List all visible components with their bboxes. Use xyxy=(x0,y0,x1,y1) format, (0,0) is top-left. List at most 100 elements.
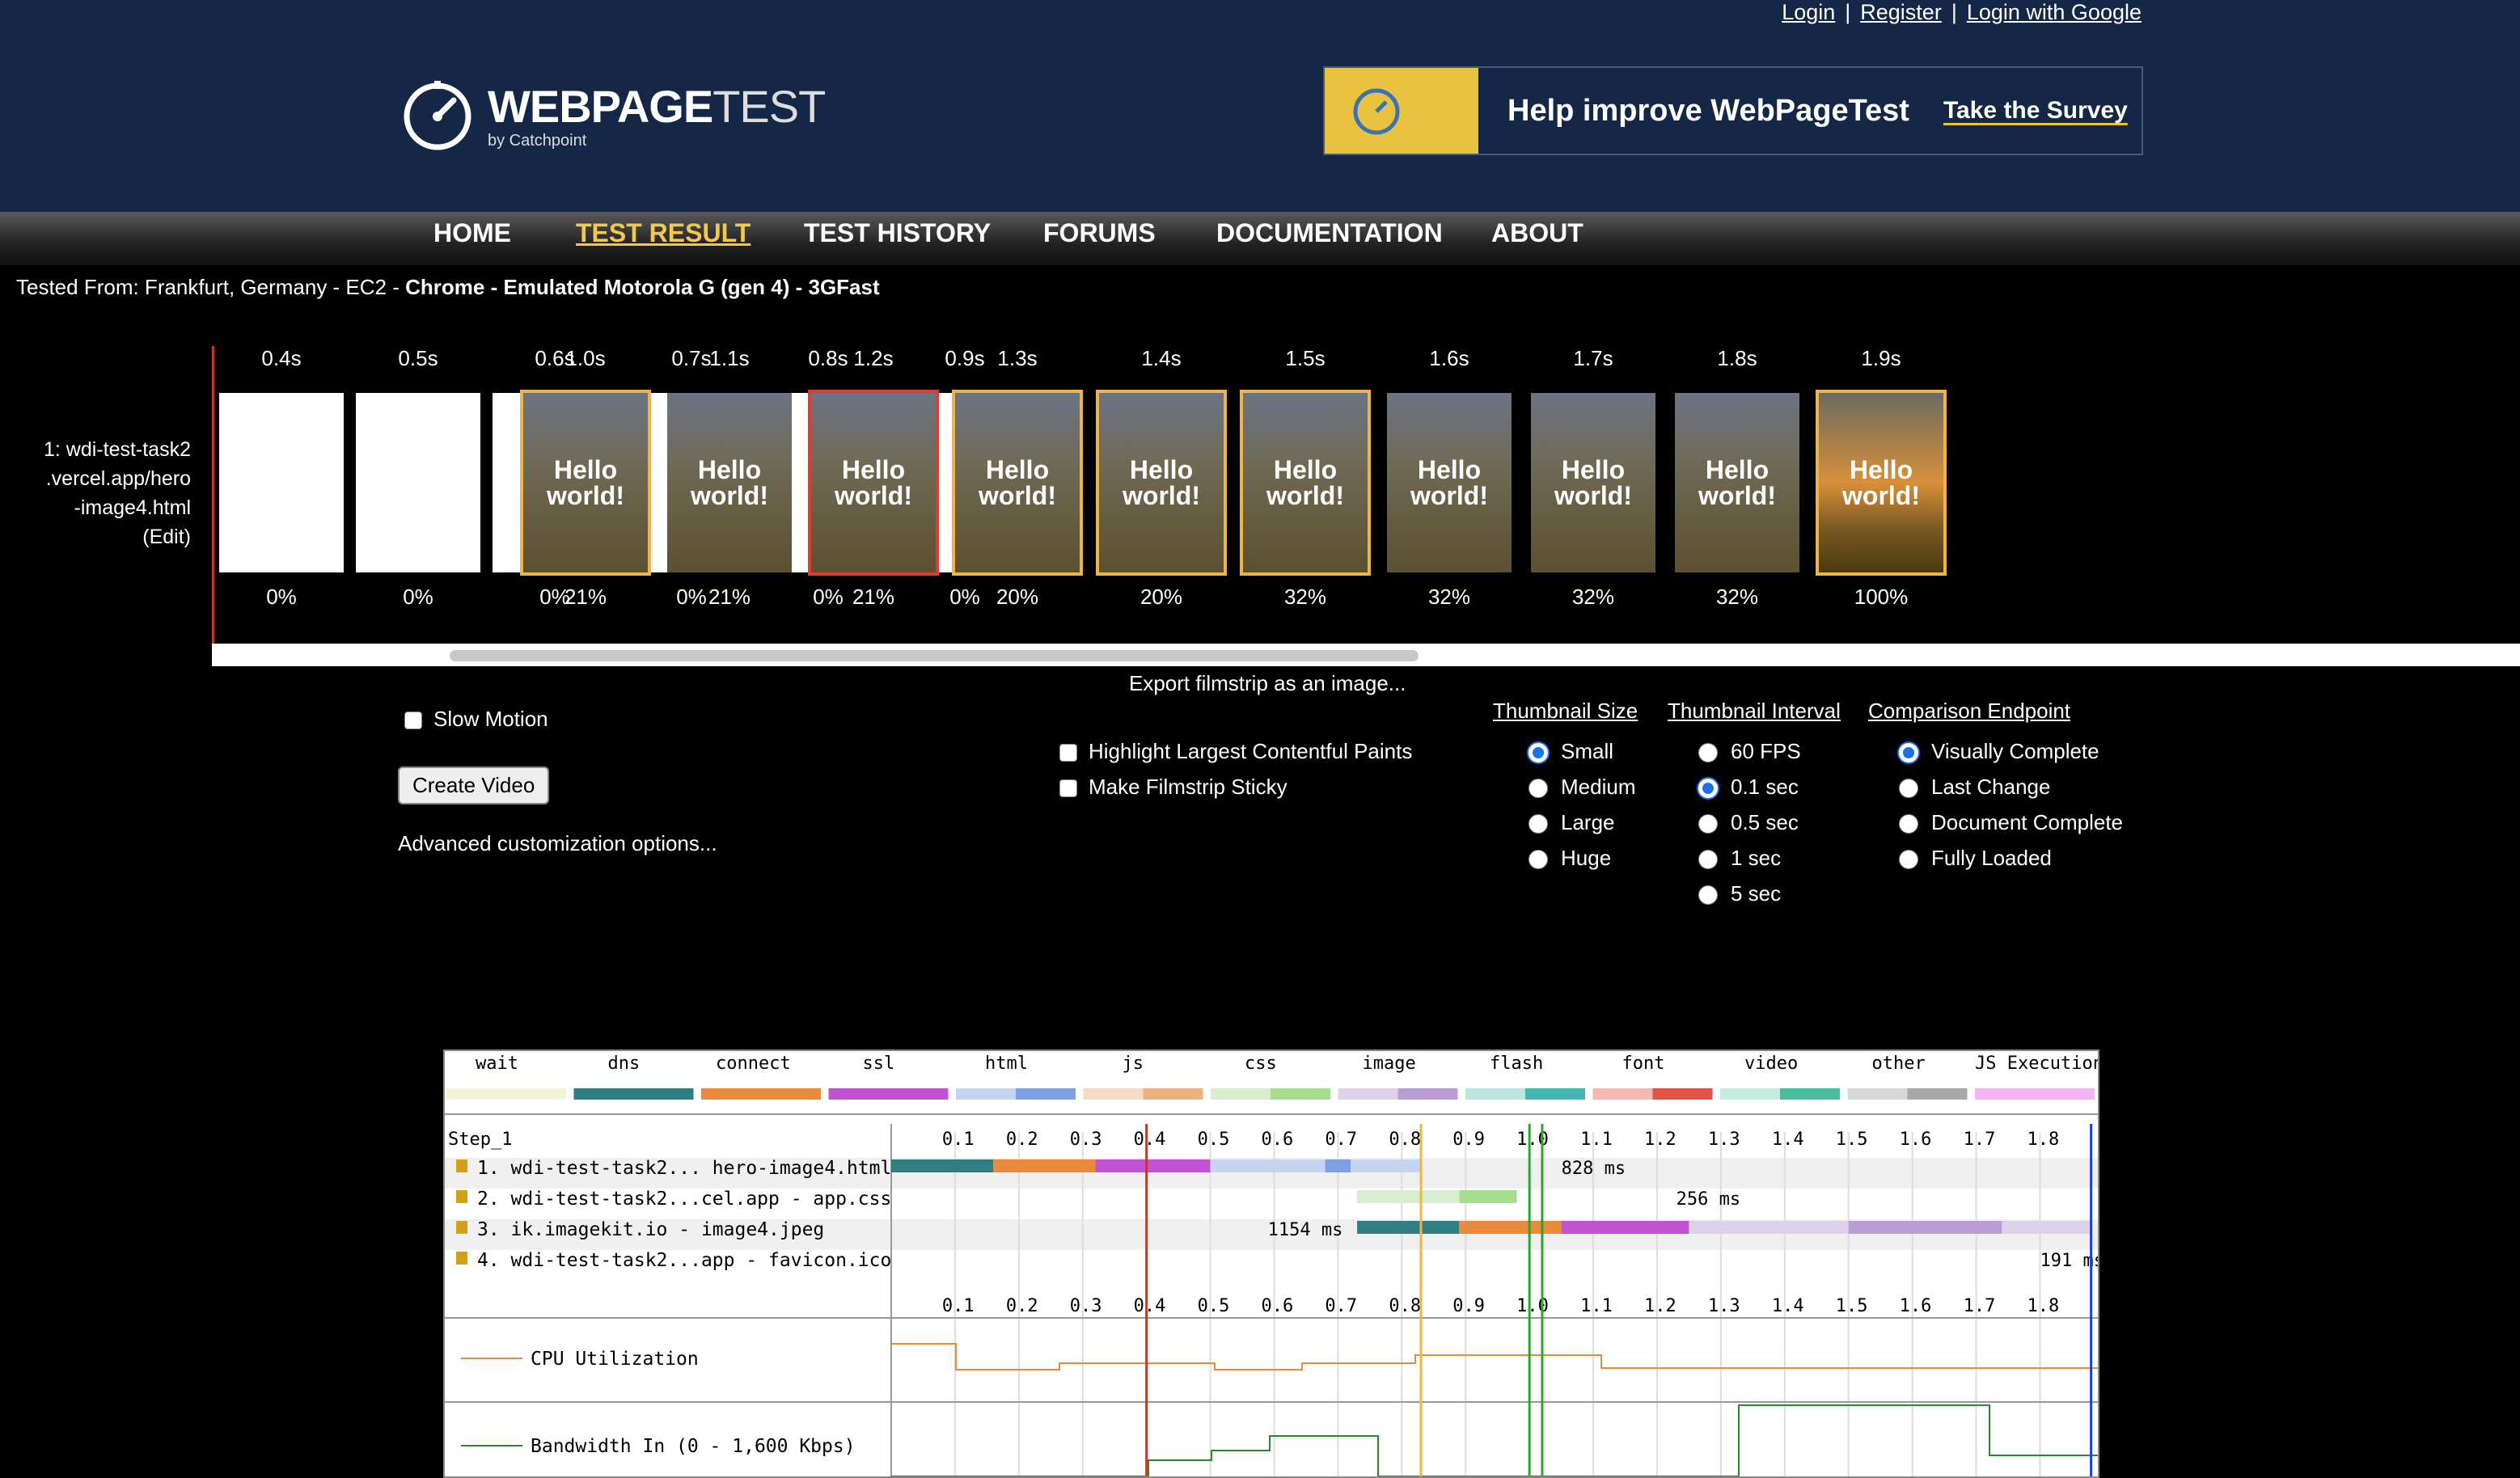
advanced-options-link[interactable]: Advanced customization options... xyxy=(398,831,717,855)
thumb-size-option[interactable]: Medium xyxy=(1528,775,1635,800)
frame-thumbnail[interactable]: Hello world! xyxy=(520,390,651,576)
axis-tick-top: 0.9 xyxy=(1452,1130,1485,1150)
survey-banner[interactable]: Help improve WebPageTest Take the Survey xyxy=(1323,66,2143,155)
radio-button[interactable] xyxy=(1899,850,1918,870)
nav-test-history[interactable]: TEST HISTORY xyxy=(804,218,992,247)
account-links: Login | Register | Login with Google xyxy=(1782,0,2142,24)
endpoint-option[interactable]: Document Complete xyxy=(1899,810,2123,835)
sticky-checkbox[interactable] xyxy=(1059,779,1077,798)
highlight-lcp-checkbox[interactable] xyxy=(1059,744,1077,762)
sticky-option[interactable]: Make Filmstrip Sticky xyxy=(1059,775,1287,800)
thumb-size-option[interactable]: Large xyxy=(1528,810,1615,835)
radio-button[interactable] xyxy=(1528,743,1548,763)
frame-time: 1.7s xyxy=(1573,346,1613,370)
radio-button[interactable] xyxy=(1698,885,1718,906)
frame-thumbnail[interactable]: Hello world! xyxy=(1675,393,1799,572)
radio-button[interactable] xyxy=(1528,814,1548,834)
nav-test-result[interactable]: TEST RESULT xyxy=(576,218,751,247)
bandwidth-label: Bandwidth In (0 - 1,600 Kbps) xyxy=(531,1436,856,1457)
frame-thumbnail[interactable] xyxy=(219,393,344,572)
frame-thumbnail[interactable]: Hello world! xyxy=(1531,393,1655,572)
frame-thumbnail[interactable]: Hello world! xyxy=(667,393,792,572)
slow-motion-option[interactable]: Slow Motion xyxy=(404,707,548,732)
frame-time: 1.2s xyxy=(853,346,894,370)
radio-button[interactable] xyxy=(1528,779,1548,799)
slow-motion-checkbox[interactable] xyxy=(404,712,422,730)
frame-thumbnail[interactable]: Hello world! xyxy=(808,390,939,576)
filmstrip-scroll-thumb[interactable] xyxy=(450,650,1419,661)
nav-documentation[interactable]: DOCUMENTATION xyxy=(1216,218,1443,247)
legend-swatch xyxy=(956,1088,1016,1100)
login-link[interactable]: Login xyxy=(1782,0,1836,24)
frame-visual-progress: 21% xyxy=(852,585,895,609)
nav-home[interactable]: HOME xyxy=(433,218,511,247)
thumb-interval-option[interactable]: 60 FPS xyxy=(1698,739,1801,764)
radio-button[interactable] xyxy=(1698,779,1718,799)
frame-time: 1.1s xyxy=(709,346,750,370)
login-google-link[interactable]: Login with Google xyxy=(1966,0,2142,24)
frame-time: 0.5s xyxy=(398,346,438,370)
axis-tick-bottom: 0.8 xyxy=(1389,1296,1421,1316)
axis-tick-top: 1.8 xyxy=(2027,1130,2059,1150)
thumb-interval-option[interactable]: 1 sec xyxy=(1698,846,1781,871)
register-link[interactable]: Register xyxy=(1860,0,1942,24)
axis-tick-bottom: 0.2 xyxy=(1006,1296,1038,1316)
legend-swatch xyxy=(701,1088,761,1100)
thumb-size-option[interactable]: Small xyxy=(1528,739,1613,764)
take-survey-link[interactable]: Take the Survey xyxy=(1943,97,2128,124)
frame-thumbnail[interactable]: Hello world! xyxy=(1816,390,1947,576)
thumb-interval-option[interactable]: 5 sec xyxy=(1698,881,1781,906)
thumbnail-interval-heading[interactable]: Thumbnail Interval xyxy=(1668,699,1841,723)
axis-tick-top: 0.2 xyxy=(1006,1130,1038,1150)
frame-thumbnail-text: Hello world! xyxy=(1554,455,1632,510)
radio-button[interactable] xyxy=(1698,743,1718,763)
highlight-lcp-option[interactable]: Highlight Largest Contentful Paints xyxy=(1059,739,1412,764)
frame-visual-progress: 21% xyxy=(708,585,751,609)
request-label: 3. ik.imagekit.io - image4.jpeg xyxy=(477,1219,824,1240)
axis-tick-top: 1.1 xyxy=(1580,1130,1613,1150)
thumb-interval-option[interactable]: 0.5 sec xyxy=(1698,810,1799,835)
filmstrip-edit-link[interactable]: (Edit) xyxy=(142,526,191,548)
frame-thumbnail[interactable] xyxy=(356,393,480,572)
filmstrip-label-line: .vercel.app/hero xyxy=(45,467,191,490)
frame-thumbnail[interactable]: Hello world! xyxy=(1387,393,1512,572)
axis-tick-top: 1.3 xyxy=(1708,1130,1740,1150)
legend-swatch xyxy=(1907,1088,1968,1100)
radio-button[interactable] xyxy=(1698,814,1718,834)
axis-tick-bottom: 1.4 xyxy=(1772,1296,1804,1316)
frame-time: 0.7s xyxy=(671,346,712,370)
webpagetest-logo[interactable]: WEBPAGETEST by Catchpoint xyxy=(400,76,826,157)
frame-visual-progress: 20% xyxy=(1139,585,1183,609)
request-time: 828 ms xyxy=(1562,1159,1626,1179)
export-filmstrip-link[interactable]: Export filmstrip as an image... xyxy=(1129,671,1406,695)
radio-button[interactable] xyxy=(1698,850,1718,870)
frame-thumbnail[interactable]: Hello world! xyxy=(952,390,1083,576)
create-video-button[interactable]: Create Video xyxy=(398,766,550,804)
frame-time: 1.6s xyxy=(1429,346,1469,370)
comparison-endpoint-heading[interactable]: Comparison Endpoint xyxy=(1868,699,2071,723)
thumb-interval-option[interactable]: 0.1 sec xyxy=(1698,775,1799,800)
thumbnail-size-heading[interactable]: Thumbnail Size xyxy=(1493,699,1638,723)
endpoint-option[interactable]: Fully Loaded xyxy=(1899,846,2052,871)
thumb-size-option[interactable]: Huge xyxy=(1528,846,1611,871)
radio-button[interactable] xyxy=(1528,850,1548,870)
frame-thumbnail[interactable]: Hello world! xyxy=(1096,390,1227,576)
radio-button[interactable] xyxy=(1899,779,1918,799)
radio-button[interactable] xyxy=(1899,814,1918,834)
radio-label: Document Complete xyxy=(1931,810,2123,834)
nav-about[interactable]: ABOUT xyxy=(1491,218,1583,247)
axis-tick-top: 1.7 xyxy=(1964,1130,1996,1150)
legend-label: image xyxy=(1363,1054,1416,1074)
nav-forums[interactable]: FORUMS xyxy=(1043,218,1156,247)
legend-label: connect xyxy=(716,1054,791,1074)
endpoint-option[interactable]: Visually Complete xyxy=(1899,739,2099,764)
legend-swatch xyxy=(1271,1088,1330,1100)
radio-button[interactable] xyxy=(1899,743,1918,763)
legend-swatch xyxy=(573,1088,634,1100)
axis-tick-top: 1.4 xyxy=(1772,1130,1804,1150)
frame-thumbnail-text: Hello world! xyxy=(547,455,624,510)
legend-swatch xyxy=(828,1088,889,1100)
frame-thumbnail[interactable]: Hello world! xyxy=(1240,390,1371,576)
cpu-label: CPU Utilization xyxy=(531,1349,699,1370)
endpoint-option[interactable]: Last Change xyxy=(1899,775,2050,800)
